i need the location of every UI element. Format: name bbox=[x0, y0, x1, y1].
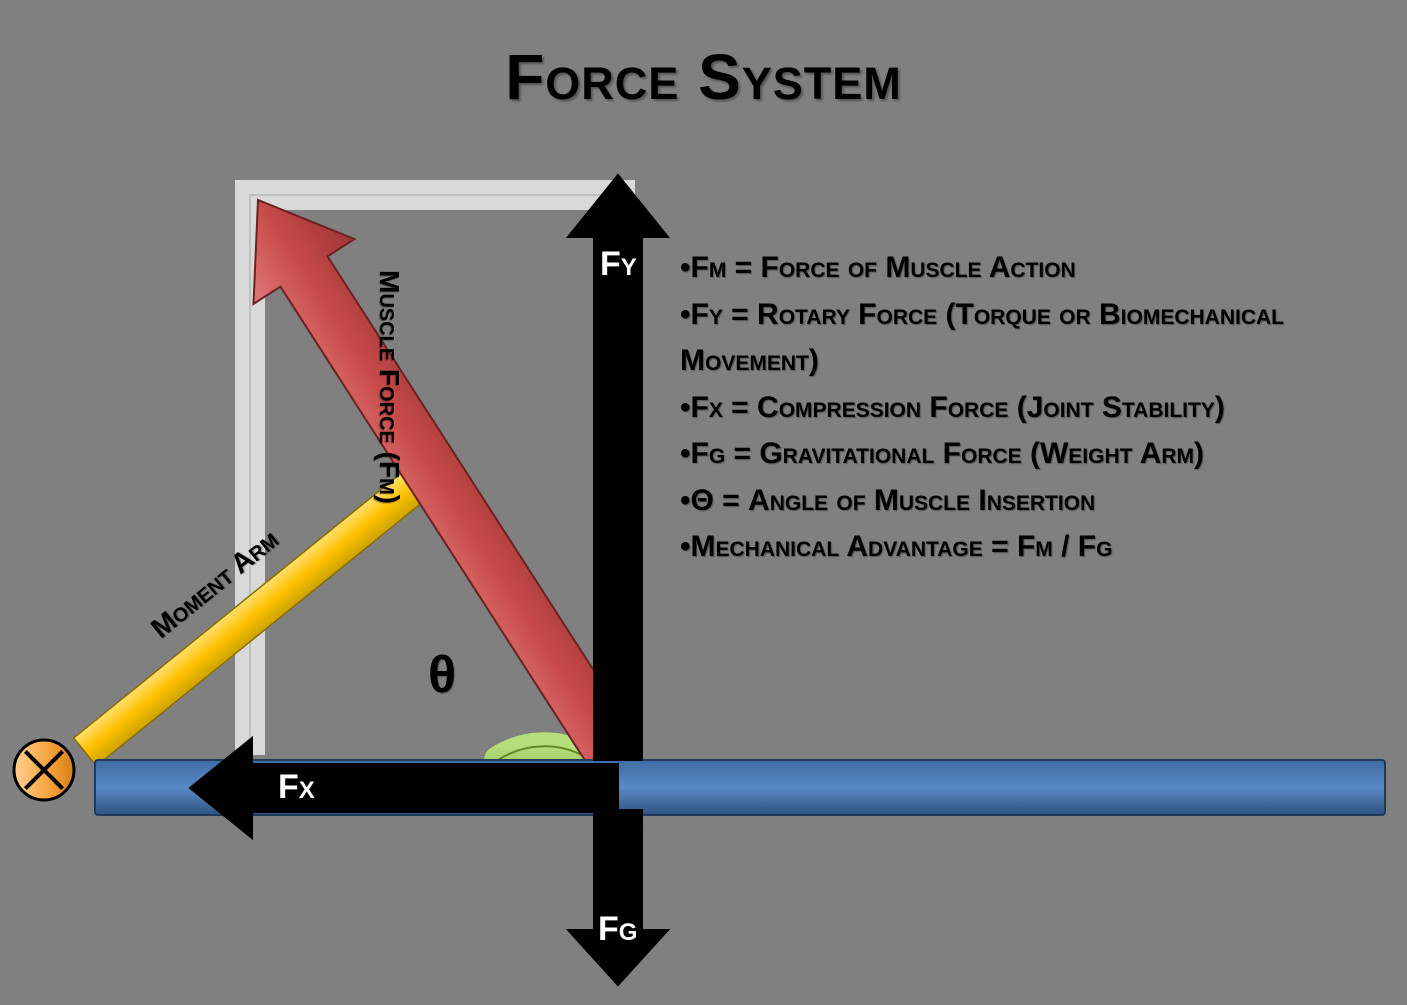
fx-label: Fx bbox=[278, 768, 315, 807]
legend-item: •Θ = Angle of Muscle Insertion bbox=[680, 478, 1320, 525]
fy-label: Fy bbox=[600, 245, 637, 284]
muscle-force-label: Muscle Force (Fm) bbox=[373, 270, 405, 504]
moment-arm-label: Moment Arm bbox=[145, 523, 285, 645]
page-title: Force System bbox=[0, 40, 1407, 114]
theta-label: θ bbox=[428, 645, 456, 705]
legend-item: •Mechanical Advantage = Fm / Fg bbox=[680, 524, 1320, 571]
fg-label: Fg bbox=[598, 910, 637, 949]
legend-item: •Fy = Rotary Force (Torque or Biomechani… bbox=[680, 292, 1320, 385]
legend-item: •Fm = Force of Muscle Action bbox=[680, 245, 1320, 292]
legend-block: •Fm = Force of Muscle Action •Fy = Rotar… bbox=[680, 245, 1320, 571]
legend-item: •Fg = Gravitational Force (Weight Arm) bbox=[680, 431, 1320, 478]
legend-item: •Fx = Compression Force (Joint Stability… bbox=[680, 385, 1320, 432]
